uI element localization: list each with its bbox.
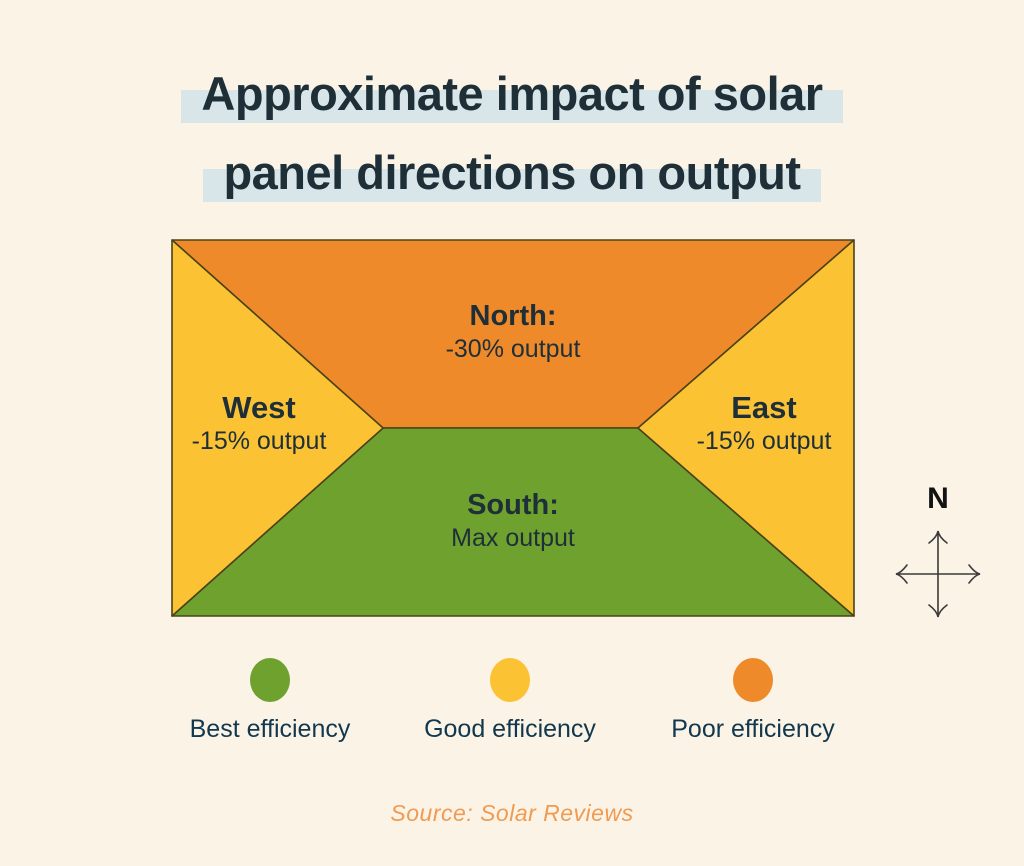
title-line-1-text: Approximate impact of solar xyxy=(181,60,843,127)
north-output: -30% output xyxy=(445,335,581,363)
north-name: North: xyxy=(469,300,557,332)
legend-item-best: Best efficiency xyxy=(150,658,390,744)
east-region-shape xyxy=(637,239,855,617)
title-line-2: panel directions on output xyxy=(0,139,1024,218)
title-line-2-text: panel directions on output xyxy=(203,139,821,206)
south-output: Max output xyxy=(451,524,575,552)
south-region-label: South: Max output xyxy=(171,488,855,555)
legend-item-poor: Poor efficiency xyxy=(633,658,873,744)
best-efficiency-dot xyxy=(250,658,290,702)
south-name: South: xyxy=(467,489,559,521)
poor-efficiency-dot xyxy=(733,658,773,702)
east-name: East xyxy=(731,390,797,425)
solar-direction-diagram: North: -30% output West -15% output East… xyxy=(171,239,855,617)
poor-efficiency-label: Poor efficiency xyxy=(671,715,835,743)
good-efficiency-dot xyxy=(490,658,530,702)
east-output: -15% output xyxy=(696,427,832,455)
compass: N xyxy=(890,482,986,624)
title-line-1: Approximate impact of solar xyxy=(0,60,1024,139)
compass-north-label: N xyxy=(927,482,949,515)
east-region-label: East -15% output xyxy=(697,391,832,458)
best-efficiency-label: Best efficiency xyxy=(189,715,351,743)
north-region-label: North: -30% output xyxy=(171,299,855,366)
west-output: -15% output xyxy=(191,427,327,455)
compass-rose-icon xyxy=(895,530,981,618)
good-efficiency-label: Good efficiency xyxy=(424,715,596,743)
west-name: West xyxy=(222,390,296,425)
infographic-title: Approximate impact of solar panel direct… xyxy=(0,60,1024,218)
source-credit: Source: Solar Reviews xyxy=(390,800,634,826)
west-region-label: West -15% output xyxy=(192,391,327,458)
legend-item-good: Good efficiency xyxy=(390,658,630,744)
west-region-shape xyxy=(171,239,384,617)
diagram-shapes xyxy=(171,239,855,617)
